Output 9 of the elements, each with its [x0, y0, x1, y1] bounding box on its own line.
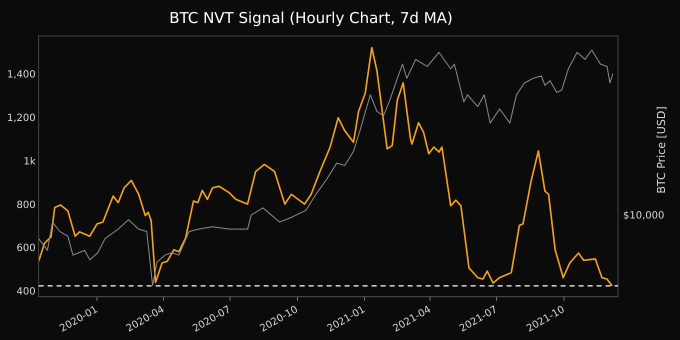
y-tick-label: 800 [16, 200, 36, 211]
y-tick-label: 400 [16, 286, 36, 298]
y-tick-label: 1,400 [6, 70, 36, 81]
y-tick-label: 1,200 [6, 113, 36, 124]
y-tick-label: 600 [16, 243, 36, 254]
chart-title: BTC NVT Signal (Hourly Chart, 7d MA) [169, 8, 453, 27]
y-tick-label: 1k [23, 156, 36, 168]
text: $10,000 [623, 210, 664, 222]
y-axis-title: BTC Price [USD] [654, 106, 668, 194]
